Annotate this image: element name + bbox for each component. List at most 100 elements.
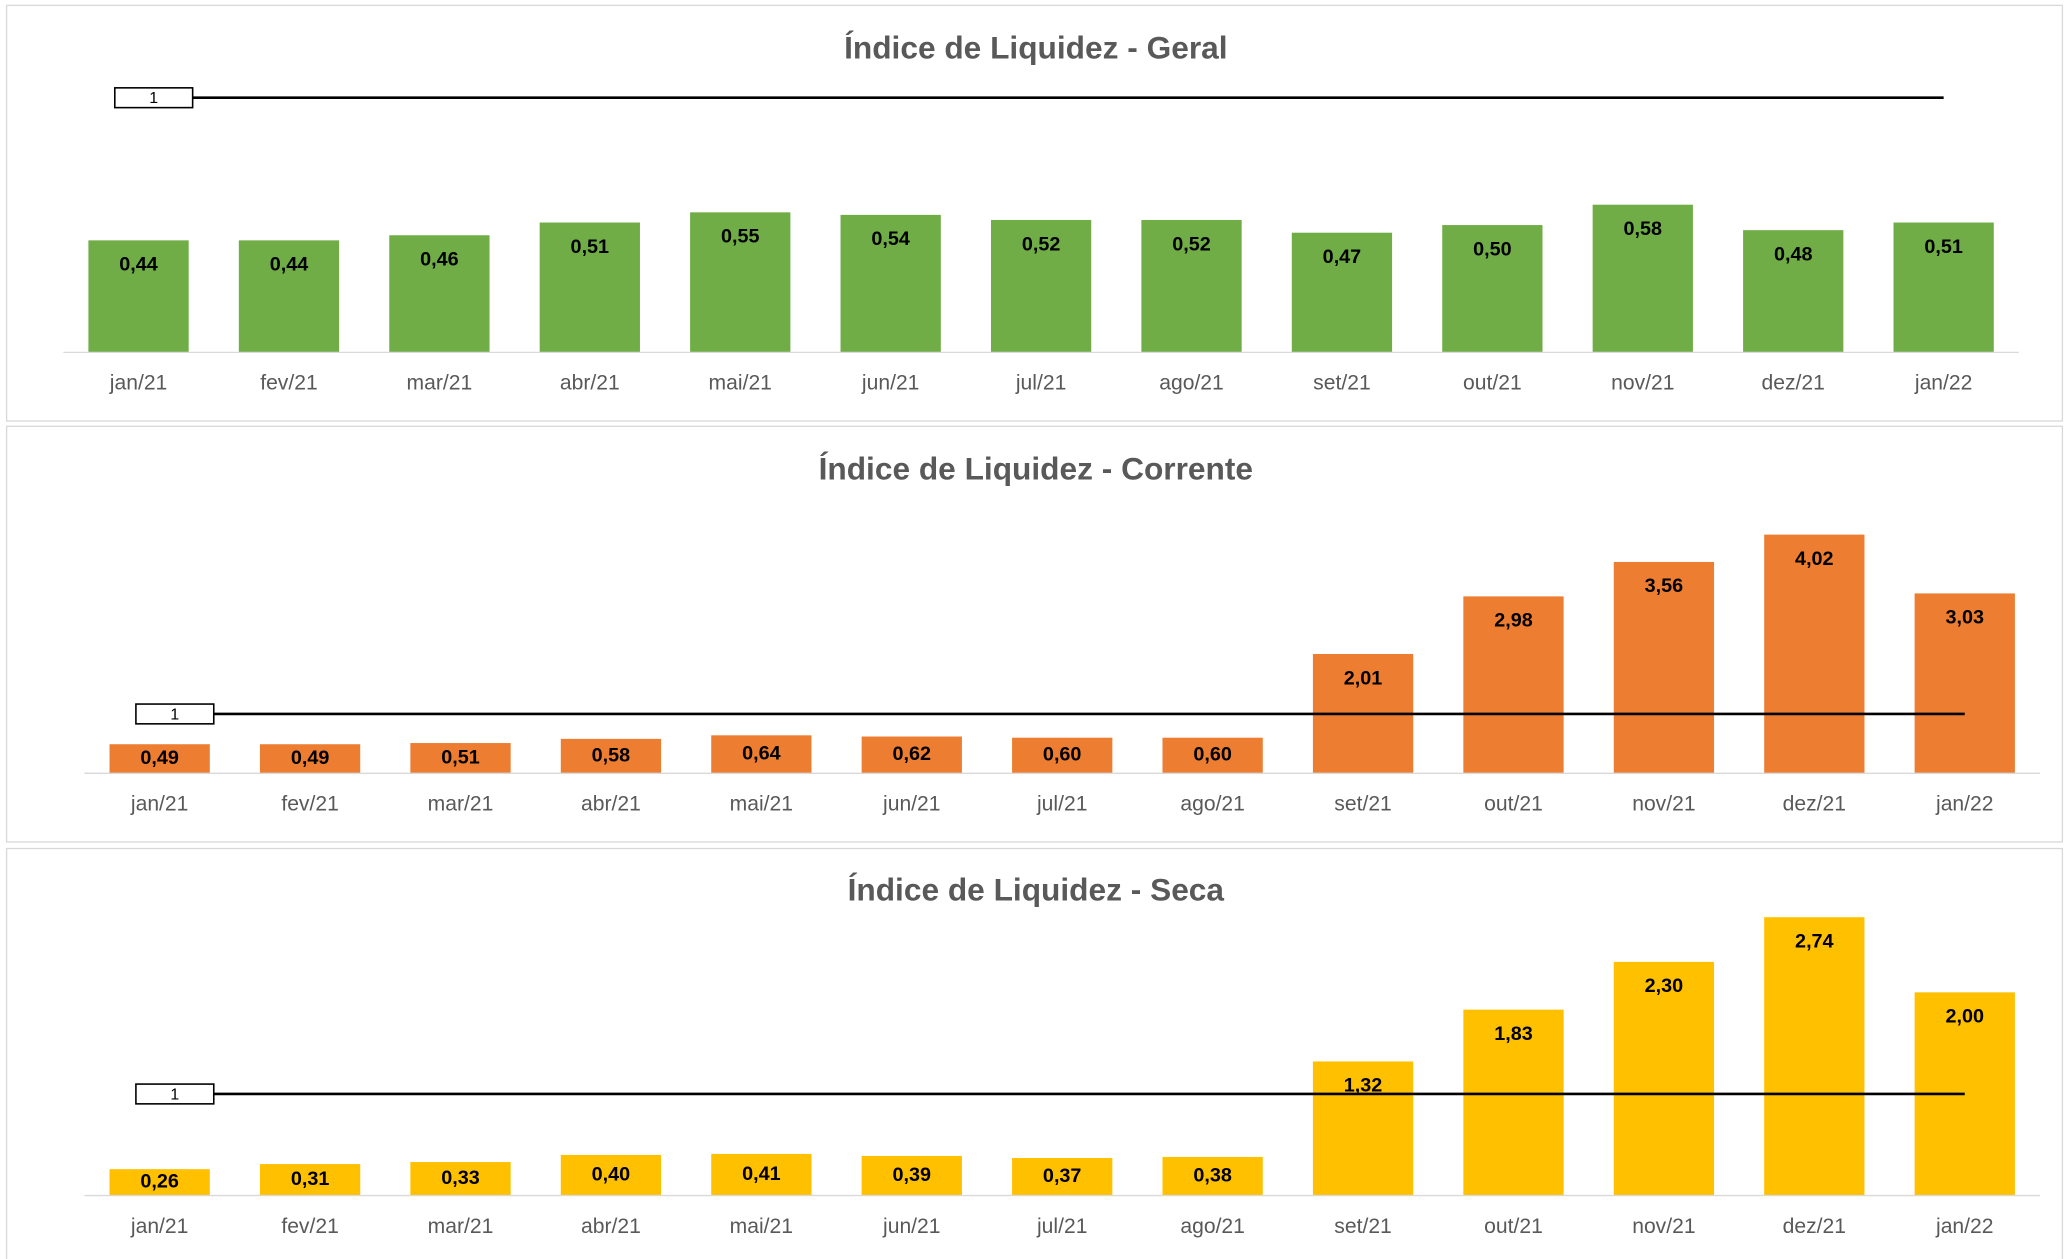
x-tick-label: fev/21: [260, 372, 318, 395]
x-tick-label: set/21: [1334, 1215, 1392, 1238]
bar: [259, 744, 361, 774]
x-tick-label: jan/22: [1914, 372, 1973, 395]
bar: [1012, 1157, 1113, 1196]
bar: [109, 1169, 210, 1196]
x-tick-label: abr/21: [581, 793, 641, 816]
reference-label-box: [114, 87, 194, 109]
bar: [389, 235, 490, 353]
data-label: 2,00: [1946, 1006, 1985, 1028]
x-tick-label: dez/21: [1783, 793, 1846, 816]
x-tick-label: mai/21: [730, 1215, 793, 1238]
x-tick-label: ago/21: [1159, 372, 1224, 395]
bar: [238, 240, 340, 353]
x-tick-label: mai/21: [709, 372, 772, 395]
bar: [840, 214, 941, 353]
data-label: 0,64: [742, 743, 781, 765]
data-label: 0,52: [1022, 233, 1061, 255]
chart-panel: [5, 847, 2064, 1259]
data-label: 0,54: [871, 228, 910, 250]
data-label: 0,52: [1172, 233, 1211, 255]
data-label: 0,40: [592, 1163, 631, 1185]
x-tick-label: out/21: [1484, 793, 1543, 816]
x-tick-label: fev/21: [281, 793, 339, 816]
x-tick-label: jul/21: [1036, 1215, 1087, 1238]
bar: [1764, 917, 1865, 1196]
x-tick-label: jul/21: [1036, 793, 1087, 816]
bar: [410, 743, 511, 774]
data-label: 2,74: [1795, 930, 1834, 952]
data-label: 0,48: [1774, 243, 1813, 265]
bar: [990, 219, 1092, 353]
data-label: 0,60: [1193, 744, 1232, 766]
data-label: 1,32: [1344, 1075, 1383, 1097]
data-label: 0,47: [1323, 246, 1362, 268]
data-label: 3,03: [1946, 607, 1985, 629]
data-label: 0,51: [441, 746, 480, 768]
x-tick-label: jun/21: [861, 372, 920, 395]
bar: [1613, 561, 1715, 774]
x-tick-label: jun/21: [882, 1215, 941, 1238]
x-tick-label: dez/21: [1783, 1215, 1846, 1238]
bar: [711, 735, 812, 774]
x-tick-label: nov/21: [1611, 372, 1674, 395]
data-label: 0,60: [1043, 744, 1082, 766]
bar: [410, 1162, 511, 1196]
bar: [109, 744, 210, 774]
bar: [259, 1164, 361, 1196]
x-tick-label: abr/21: [560, 372, 620, 395]
data-label: 0,49: [291, 747, 330, 769]
data-label: 0,41: [742, 1163, 781, 1185]
x-tick-label: jan/21: [130, 793, 189, 816]
bar: [1141, 219, 1242, 353]
bar: [1463, 1009, 1564, 1196]
bar: [1162, 737, 1263, 774]
bar: [861, 1155, 962, 1196]
chart-title: Índice de Liquidez - Seca: [848, 871, 1225, 907]
data-label: 0,51: [571, 236, 610, 258]
chart-title: Índice de Liquidez - Corrente: [819, 451, 1253, 487]
reference-label-box: [135, 703, 215, 725]
x-tick-label: mar/21: [407, 372, 473, 395]
bar: [1893, 222, 1994, 353]
x-tick-label: jan/21: [109, 372, 168, 395]
data-label: 2,30: [1645, 975, 1684, 997]
data-label: 3,56: [1645, 575, 1684, 597]
bar: [1743, 230, 1844, 353]
bar: [539, 222, 640, 353]
data-label: 0,44: [119, 254, 158, 276]
data-label: 2,01: [1344, 667, 1383, 689]
data-label: 0,55: [721, 226, 760, 248]
x-tick-label: abr/21: [581, 1215, 641, 1238]
x-tick-label: jan/22: [1935, 793, 1994, 816]
reference-label: 1: [170, 706, 179, 723]
chart-panel: [5, 4, 2064, 422]
reference-label: 1: [170, 1086, 179, 1103]
chart-title: Índice de Liquidez - Geral: [844, 30, 1227, 66]
bar: [560, 738, 662, 774]
bar: [1312, 1061, 1414, 1196]
data-label: 0,38: [1193, 1165, 1232, 1187]
data-label: 0,62: [893, 743, 932, 765]
bar: [711, 1153, 812, 1196]
x-tick-label: mar/21: [428, 793, 494, 816]
bar: [1592, 204, 1693, 353]
x-tick-label: mar/21: [428, 1215, 494, 1238]
x-tick-label: ago/21: [1180, 1215, 1245, 1238]
reference-label-box: [135, 1083, 215, 1105]
data-label: 0,58: [1624, 218, 1663, 240]
data-label: 0,39: [893, 1164, 932, 1186]
x-tick-label: jan/21: [130, 1215, 189, 1238]
bar: [1764, 534, 1865, 774]
x-tick-label: out/21: [1484, 1215, 1543, 1238]
bar: [1162, 1156, 1263, 1196]
bar: [1914, 593, 2015, 774]
data-label: 0,44: [270, 254, 309, 276]
bar: [1291, 232, 1393, 353]
x-tick-label: fev/21: [281, 1215, 339, 1238]
x-tick-label: set/21: [1313, 372, 1371, 395]
chart-panel: [5, 425, 2064, 843]
x-tick-label: set/21: [1334, 793, 1392, 816]
data-label: 4,02: [1795, 548, 1834, 570]
bar: [1012, 737, 1113, 774]
data-label: 0,37: [1043, 1165, 1082, 1187]
